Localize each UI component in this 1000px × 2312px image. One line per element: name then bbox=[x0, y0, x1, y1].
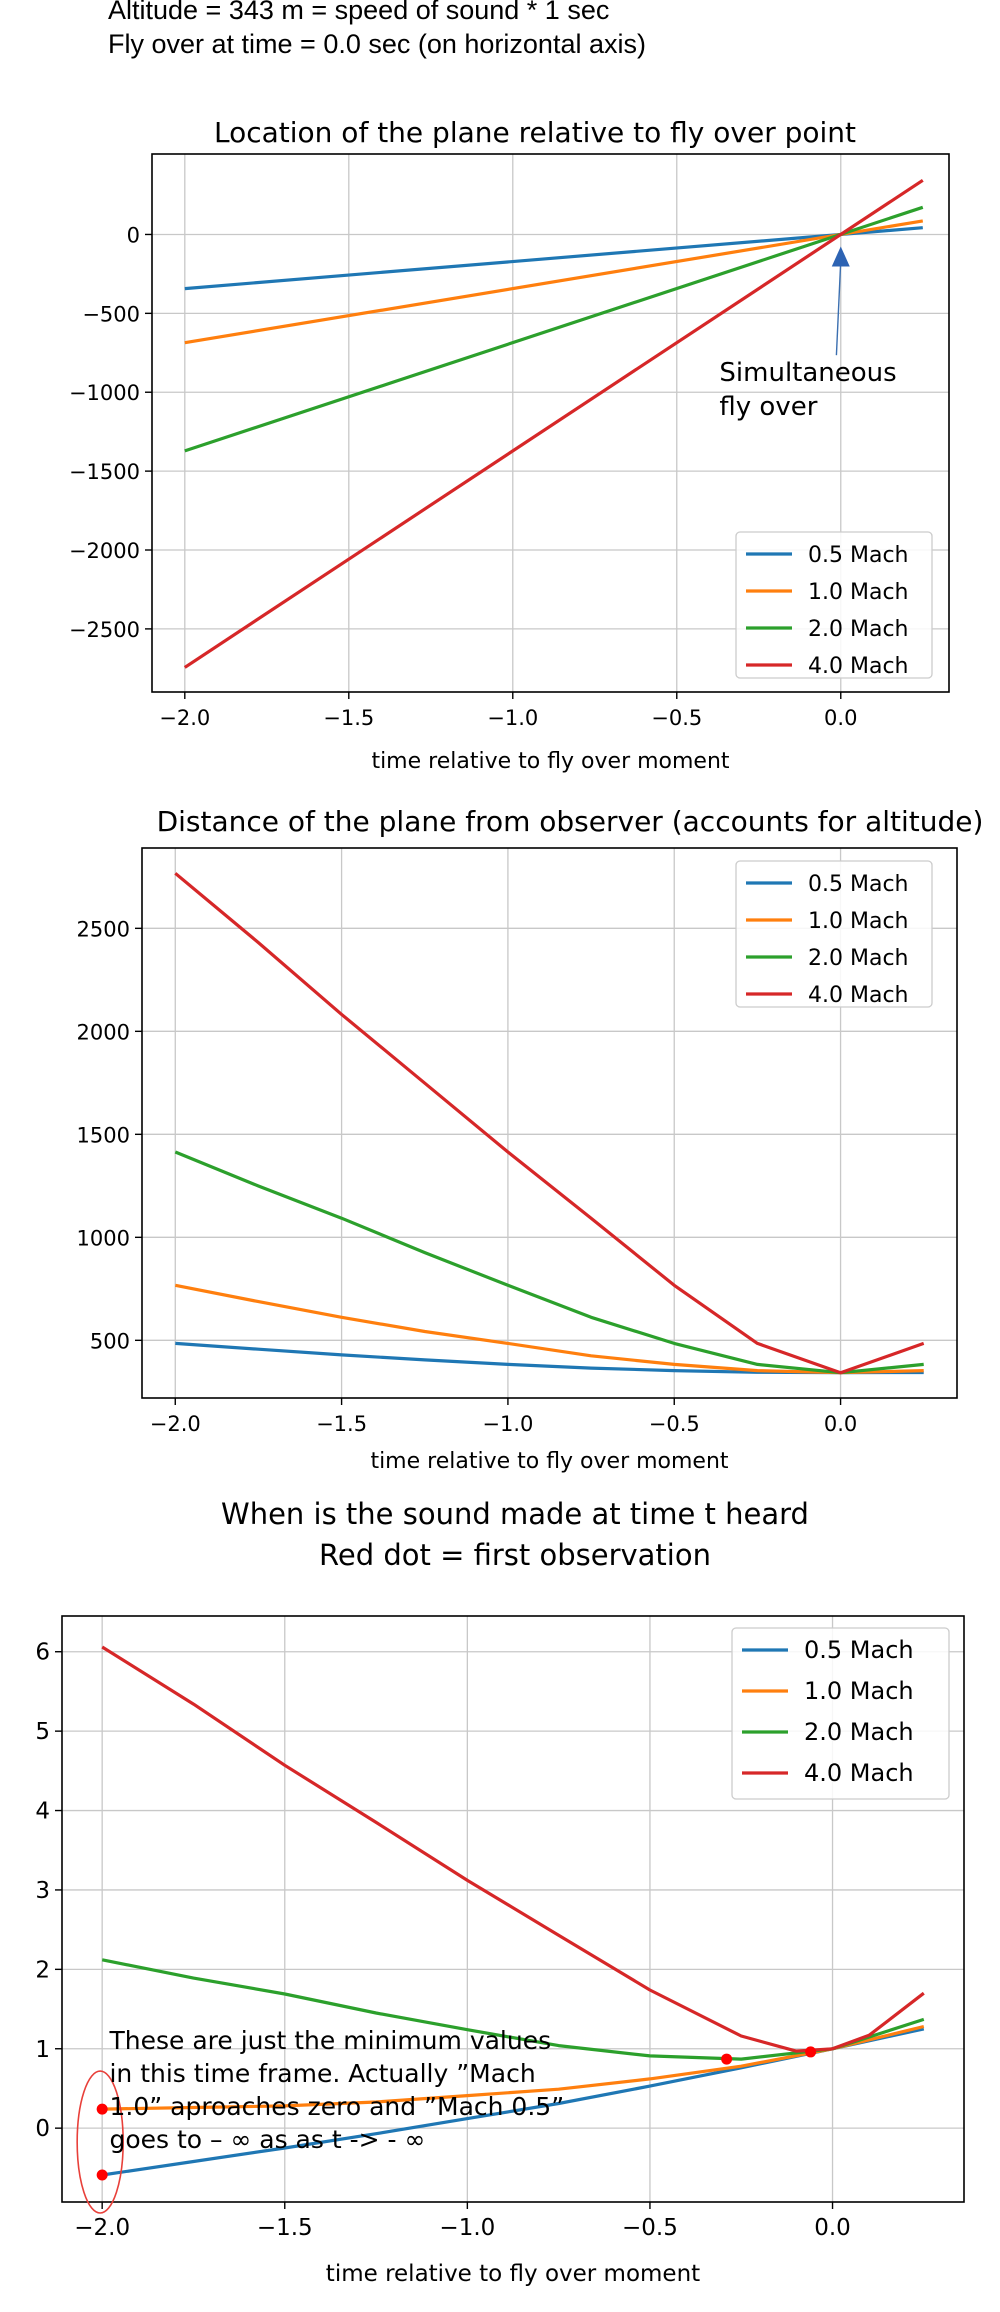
chart-plane-distance: Distance of the plane from observer (acc… bbox=[77, 805, 984, 1474]
x-tick-label: −1.5 bbox=[323, 706, 374, 730]
legend-label-1-0-mach: 1.0 Mach bbox=[808, 909, 908, 934]
legend-box bbox=[735, 531, 933, 679]
x-tick-label: −0.5 bbox=[651, 706, 702, 730]
legend-label-0-5-mach: 0.5 Mach bbox=[808, 872, 908, 897]
header-line-2: Fly over at time = 0.0 sec (on horizonta… bbox=[108, 29, 646, 59]
x-tick-label: −1.5 bbox=[316, 1412, 367, 1436]
series-line-4-0-mach bbox=[174, 872, 925, 1375]
x-tick-label: −0.5 bbox=[622, 2215, 678, 2241]
legend-label-2-0-mach: 2.0 Mach bbox=[808, 946, 908, 971]
series-line-1-0-mach bbox=[184, 219, 924, 345]
y-tick-label: 0 bbox=[35, 2116, 50, 2142]
legend-label-4-0-mach: 4.0 Mach bbox=[808, 654, 908, 679]
legend: 0.5 Mach 1.0 Mach 2.0 Mach 4.0 Mach bbox=[735, 531, 933, 679]
chart-subtitle: Red dot = first observation bbox=[319, 1538, 711, 1572]
annotation-text: in this time frame. Actually ”Mach bbox=[109, 2059, 535, 2088]
legend-label-0-5-mach: 0.5 Mach bbox=[808, 543, 908, 568]
plot-frame bbox=[61, 1615, 965, 2203]
x-tick-label: −1.0 bbox=[487, 706, 538, 730]
legend-box bbox=[731, 1627, 950, 1800]
first-observation-dot-4-0-mach bbox=[805, 2046, 817, 2058]
first-observation-dot-0-5-mach bbox=[96, 2169, 108, 2181]
legend-label-0-5-mach: 0.5 Mach bbox=[804, 1636, 914, 1664]
y-tick-label: 0 bbox=[127, 223, 140, 247]
legend-box bbox=[735, 860, 933, 1008]
first-observation-dot-2-0-mach bbox=[721, 2053, 733, 2065]
y-tick-label: 5 bbox=[35, 1719, 50, 1745]
x-tick-label: −2.0 bbox=[150, 1412, 201, 1436]
x-tick-label: −1.0 bbox=[439, 2215, 495, 2241]
legend-label-1-0-mach: 1.0 Mach bbox=[804, 1677, 914, 1705]
legend-label-1-0-mach: 1.0 Mach bbox=[808, 580, 908, 605]
series-line-2-0-mach bbox=[174, 1150, 924, 1375]
series-line-2-0-mach bbox=[184, 205, 924, 453]
x-axis-label: time relative to fly over moment bbox=[371, 749, 729, 774]
y-tick-label: 500 bbox=[90, 1329, 130, 1353]
y-tick-label: 2000 bbox=[77, 1020, 130, 1044]
series-line-2-0-mach bbox=[101, 1958, 925, 2061]
y-tick-label: 6 bbox=[35, 1640, 50, 1666]
series-line-4-0-mach bbox=[183, 178, 924, 669]
y-tick-label: 1000 bbox=[77, 1226, 130, 1250]
chart-title: Location of the plane relative to fly ov… bbox=[214, 116, 856, 149]
x-tick-label: 0.0 bbox=[824, 706, 857, 730]
legend-label-2-0-mach: 2.0 Mach bbox=[808, 617, 908, 642]
chart-title: Distance of the plane from observer (acc… bbox=[157, 805, 984, 838]
annotation-text: These are just the minimum values bbox=[108, 2026, 551, 2055]
y-tick-label: 2 bbox=[35, 1957, 50, 1983]
y-tick-label: −2000 bbox=[69, 539, 140, 563]
series-line-1-0-mach bbox=[102, 2024, 925, 2111]
annotation-text: fly over bbox=[719, 392, 817, 422]
legend: 0.5 Mach 1.0 Mach 2.0 Mach 4.0 Mach bbox=[735, 860, 933, 1008]
series-line-0-5-mach bbox=[184, 226, 923, 291]
annotation-text: 1.0” aproaches zero and ”Mach 0.5” bbox=[109, 2092, 564, 2121]
y-tick-label: −1000 bbox=[69, 381, 140, 405]
x-tick-label: −2.0 bbox=[74, 2215, 130, 2241]
x-tick-label: 0.0 bbox=[814, 2215, 851, 2241]
series-line-1-0-mach bbox=[174, 1283, 924, 1375]
first-observation-dot-1-0-mach bbox=[96, 2103, 108, 2115]
x-tick-label: −2.0 bbox=[159, 706, 210, 730]
legend-label-4-0-mach: 4.0 Mach bbox=[804, 1759, 914, 1787]
x-axis-label: time relative to fly over moment bbox=[326, 2261, 700, 2287]
legend: 0.5 Mach 1.0 Mach 2.0 Mach 4.0 Mach bbox=[731, 1627, 950, 1800]
x-axis-label: time relative to fly over moment bbox=[370, 1449, 728, 1474]
legend-label-4-0-mach: 4.0 Mach bbox=[808, 983, 908, 1008]
y-tick-label: −2500 bbox=[69, 618, 140, 642]
x-tick-label: −0.5 bbox=[649, 1412, 700, 1436]
y-tick-label: 3 bbox=[35, 1878, 50, 1904]
y-tick-label: 1 bbox=[35, 2037, 50, 2063]
y-tick-label: −500 bbox=[82, 302, 140, 326]
legend-label-2-0-mach: 2.0 Mach bbox=[804, 1718, 914, 1746]
y-tick-label: 1500 bbox=[77, 1123, 130, 1147]
header-line-1: Altitude = 343 m = speed of sound * 1 se… bbox=[108, 0, 610, 25]
y-tick-label: 4 bbox=[35, 1799, 50, 1825]
x-tick-label: −1.5 bbox=[257, 2215, 313, 2241]
annotation-text: goes to – ∞ as as t -> - ∞ bbox=[109, 2125, 425, 2154]
chart-sound-heard-time: When is the sound made at time t heard Re… bbox=[35, 1497, 965, 2287]
annotation-ellipse bbox=[76, 2070, 124, 2214]
y-tick-label: −1500 bbox=[69, 460, 140, 484]
chart-title: When is the sound made at time t heard bbox=[221, 1497, 809, 1531]
plot-frame bbox=[151, 153, 950, 693]
annotation-arrow-line bbox=[835, 260, 842, 356]
y-tick-label: 2500 bbox=[77, 917, 130, 941]
x-tick-label: 0.0 bbox=[824, 1412, 857, 1436]
chart-plane-location: Location of the plane relative to fly ov… bbox=[69, 116, 950, 774]
plot-frame bbox=[141, 847, 958, 1399]
series-line-4-0-mach bbox=[101, 1645, 925, 2053]
annotation-arrowhead bbox=[831, 246, 850, 267]
annotation-text: Simultaneous bbox=[719, 358, 896, 388]
x-tick-label: −1.0 bbox=[482, 1412, 533, 1436]
